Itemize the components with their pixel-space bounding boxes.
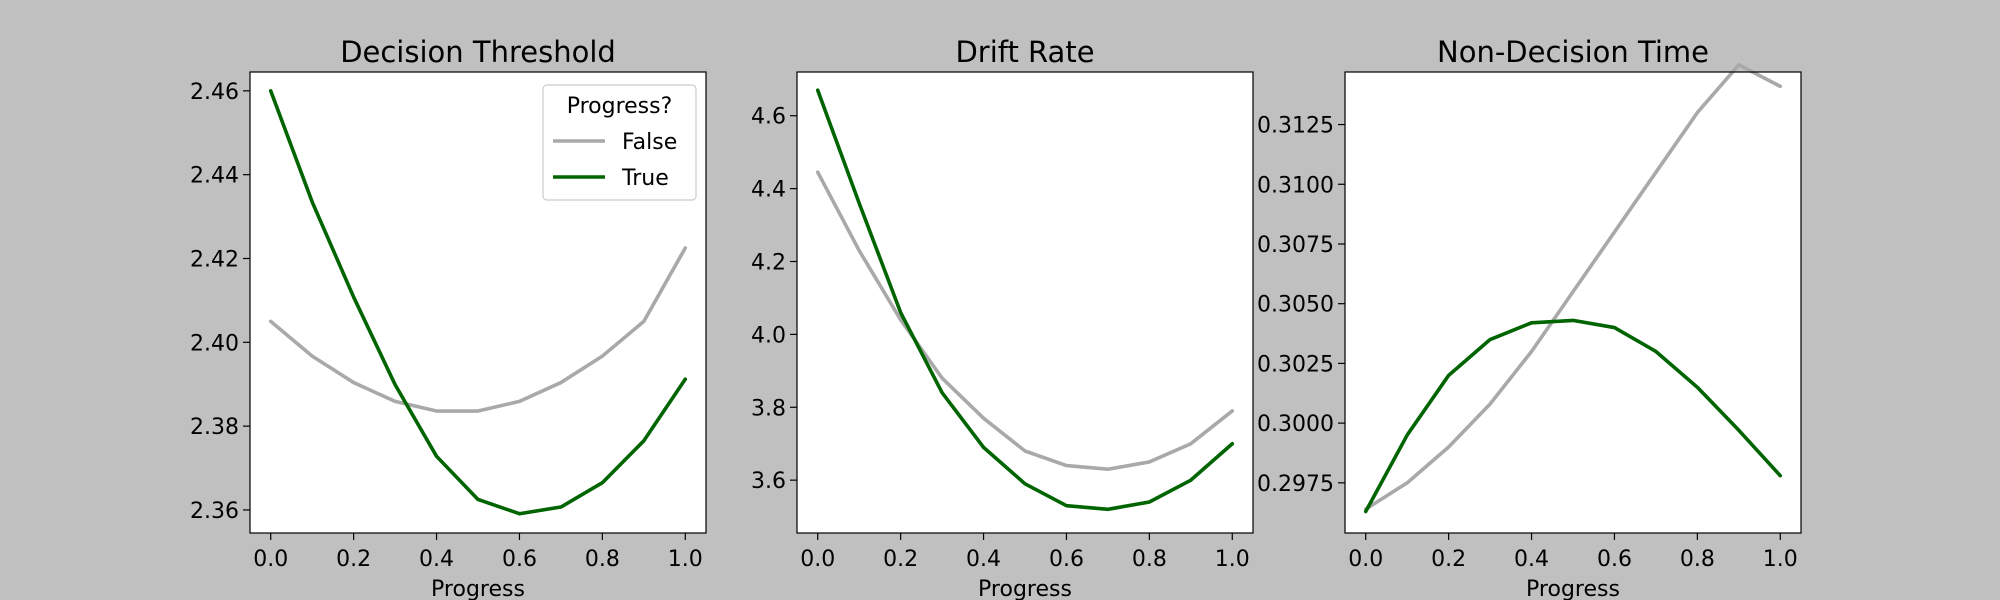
x-tick-label: 0.4 [419,547,454,572]
plot-frame [1344,71,1802,534]
x-tick-label: 0.0 [1348,547,1383,572]
y-tick-label: 0.3050 [1257,293,1334,318]
x-tick-label: 0.8 [1132,547,1167,572]
y-tick-label: 2.40 [190,331,239,356]
legend-label-false: False [622,130,677,155]
x-tick-label: 0.4 [1514,547,1549,572]
y-tick-label: 2.42 [190,247,239,272]
y-tick-label: 4.0 [751,323,786,348]
x-tick-label: 0.0 [800,547,835,572]
series-line-false [1363,63,1783,511]
y-tick-label: 2.44 [190,164,239,189]
chart-panel-1: 0.0 0.2 0.4 0.6 0.8 1.0 3.6 3.8 4.0 4.2 4.4 4.6 Drif… [751,35,1254,600]
y-tick-label: 0.3125 [1257,114,1334,139]
y-tick-label: 3.6 [751,469,786,494]
x-tick-label: 0.4 [966,547,1001,572]
x-tick-label: 1.0 [668,547,703,572]
y-tick-label: 0.3025 [1257,352,1334,377]
panels: 0.0 0.2 0.4 0.6 0.8 1.0 2.36 2.38 2.40 2.42 2.44 2.… [190,35,1802,600]
x-tick-label: 1.0 [1763,547,1798,572]
x-tick-label: 0.2 [336,547,371,572]
y-tick-label: 4.4 [751,178,786,203]
x-tick-label: 0.2 [1431,547,1466,572]
y-tick-label: 2.38 [190,415,239,440]
series-line-false [268,246,688,413]
legend: Progress? False True [542,84,697,201]
x-tick-label: 0.8 [585,547,620,572]
x-tick-label: 0.8 [1680,547,1715,572]
series-line-true [268,89,688,516]
legend-title: Progress? [567,94,673,119]
y-tick-label: 2.46 [190,80,239,105]
series-line-true [1363,318,1783,514]
chart-panel-0: 0.0 0.2 0.4 0.6 0.8 1.0 2.36 2.38 2.40 2.42 2.44 2.… [190,35,707,600]
y-tick-label: 0.3075 [1257,233,1334,258]
plot-area [797,72,1253,533]
y-tick-label: 4.2 [751,251,786,276]
chart-title: Non-Decision Time [1437,35,1709,69]
y-tick-label: 0.3000 [1257,412,1334,437]
x-tick-label: 0.6 [502,547,537,572]
chart-panel-2: 0.0 0.2 0.4 0.6 0.8 1.0 0.2975 0.3000 0.3025 0.30… [1257,35,1802,600]
x-axis-label: Progress [978,577,1072,600]
y-tick-label: 0.3100 [1257,173,1334,198]
legend-box [542,84,697,201]
plot-area [1345,72,1801,533]
series-line-false [815,170,1235,472]
x-tick-label: 1.0 [1215,547,1250,572]
y-tick-label: 4.6 [751,105,786,130]
x-axis-label: Progress [1526,577,1620,600]
legend-label-true: True [621,166,669,191]
x-tick-label: 0.2 [883,547,918,572]
plot-frame [796,71,1254,534]
x-tick-label: 0.0 [253,547,288,572]
y-tick-label: 2.36 [190,499,239,524]
plot-frame [249,71,707,534]
y-tick-label: 0.2975 [1257,472,1334,497]
series-line-true [815,88,1235,512]
y-tick-label: 3.8 [751,396,786,421]
x-tick-label: 0.6 [1049,547,1084,572]
x-tick-label: 0.6 [1597,547,1632,572]
chart-title: Decision Threshold [340,35,616,69]
x-axis-label: Progress [431,577,525,600]
chart-title: Drift Rate [955,35,1094,69]
